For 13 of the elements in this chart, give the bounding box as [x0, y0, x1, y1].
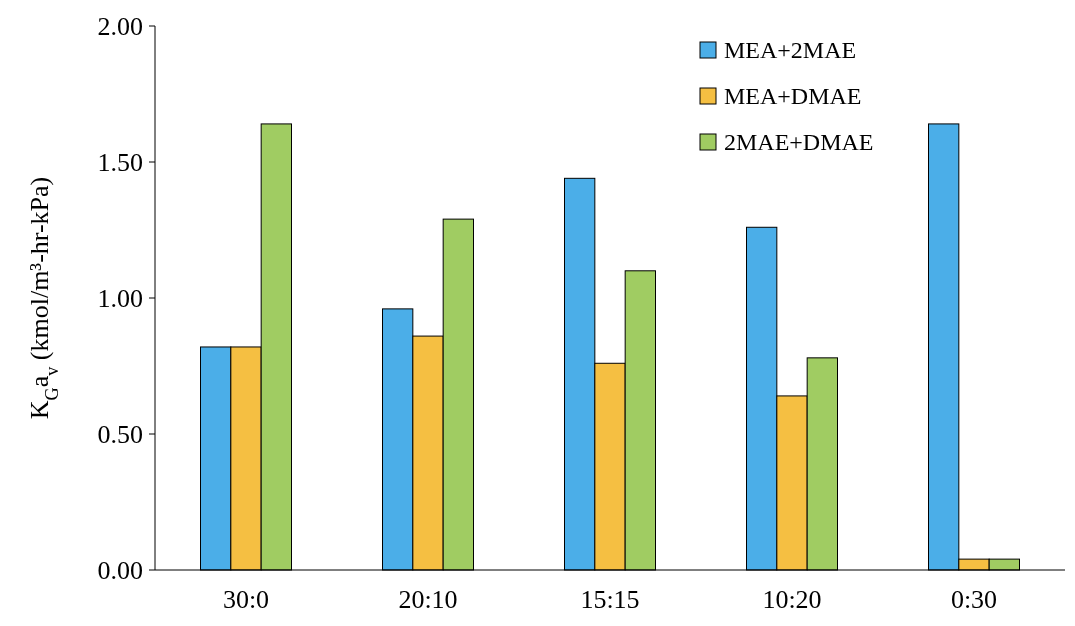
- x-tick-label: 15:15: [580, 585, 640, 614]
- y-tick-label: 1.50: [97, 148, 143, 178]
- legend-label: 2MAE+DMAE: [724, 129, 874, 156]
- x-tick-label: 20:10: [398, 585, 458, 614]
- y-tick-label: 0.50: [97, 420, 143, 450]
- x-tick-label: 30:0: [222, 585, 270, 614]
- y-tick-label: 0.00: [97, 556, 143, 586]
- x-tick-label: 0:30: [950, 585, 998, 614]
- legend-label: MEA+2MAE: [724, 37, 857, 64]
- x-tick-label: 10:20: [762, 585, 822, 614]
- y-tick-label: 2.00: [97, 12, 143, 42]
- y-tick-label: 1.00: [97, 284, 143, 314]
- legend-label: MEA+DMAE: [724, 83, 862, 110]
